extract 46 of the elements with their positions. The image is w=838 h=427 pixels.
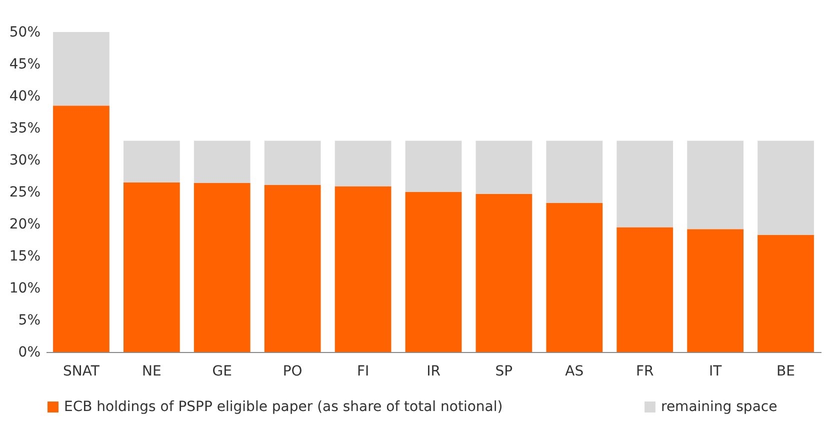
y-tick-label: 15% [9,248,40,264]
bar [405,192,462,352]
x-tick-label: SP [495,364,513,380]
bar [758,234,814,352]
y-tick-label: 40% [9,88,40,104]
bar [53,32,110,106]
bar [687,229,744,352]
bar [616,227,674,352]
legend-label: ECB holdings of PSPP eligible paper (as share of total notional) [64,399,503,415]
x-tick-label: PO [282,364,302,380]
bar [334,140,392,186]
x-tick-label: AS [565,364,584,380]
x-tick-label: IT [708,364,722,380]
bar [405,140,462,192]
x-tick-label: FI [356,364,370,380]
bar [264,140,321,185]
bar [194,183,250,352]
x-tick-label: GE [212,364,232,380]
x-tick-label: SNAT [63,364,100,380]
bar [334,186,392,352]
y-tick-label: 5% [18,312,40,328]
bar [546,202,603,352]
bar [124,182,180,352]
x-tick-label: NE [142,364,162,380]
bar [687,140,744,230]
bar [616,140,674,228]
bar [194,140,250,184]
y-tick-label: 45% [9,56,40,72]
bar [476,194,532,352]
y-tick-label: 50% [9,24,40,40]
y-tick-label: 25% [9,184,40,200]
bar [53,106,110,352]
bar [264,184,321,352]
y-tick-label: 30% [9,152,40,168]
legend-label: remaining space [661,399,778,415]
y-tick-label: 0% [18,344,40,360]
y-tick-label: 10% [9,280,40,296]
x-tick-label: IR [426,364,441,380]
y-tick-label: 35% [9,120,40,136]
bar [124,140,180,182]
y-tick-label: 20% [9,216,40,232]
x-tick-label: FR [636,364,654,380]
x-tick-label: BE [776,364,795,380]
bar [476,140,532,194]
bar [758,140,814,235]
bar [546,140,603,203]
